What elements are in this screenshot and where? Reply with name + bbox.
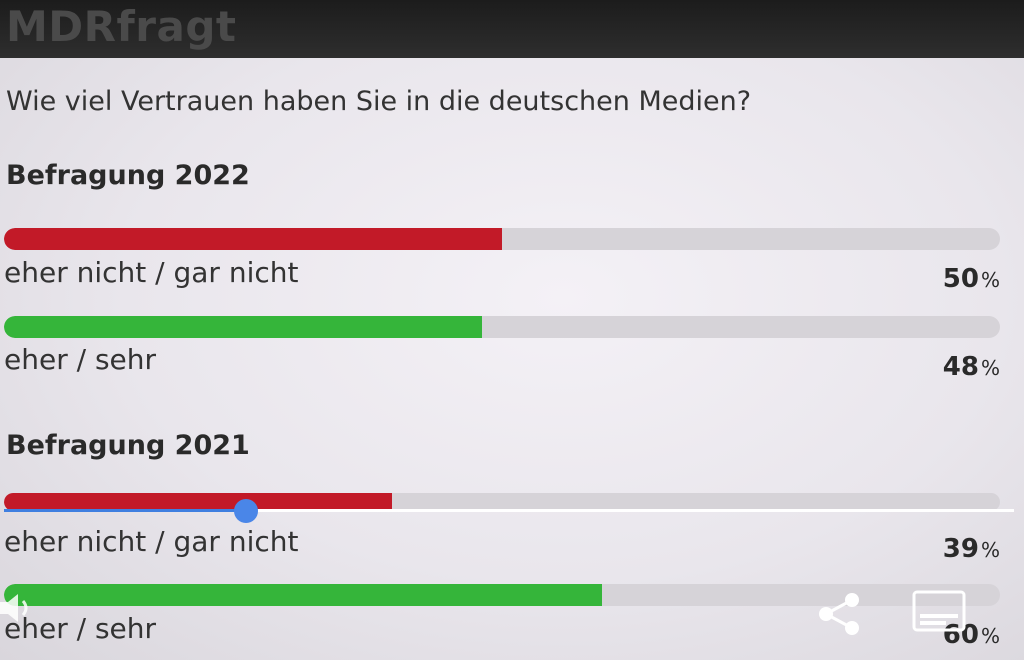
result-bar-fill xyxy=(4,316,483,338)
video-seek-progress xyxy=(4,509,247,512)
result-bar-track xyxy=(4,584,1000,606)
result-bar-track xyxy=(4,316,1000,338)
result-bar-fill xyxy=(4,493,393,511)
result-label: eher / sehr xyxy=(4,612,157,645)
result-bar-fill xyxy=(4,584,602,606)
video-seek-handle[interactable] xyxy=(234,499,259,523)
video-seek-bar[interactable] xyxy=(4,509,1014,512)
poll-question: Wie viel Vertrauen haben Sie in die deut… xyxy=(6,86,752,117)
result-label: eher nicht / gar nicht xyxy=(4,256,299,289)
share-icon[interactable] xyxy=(816,590,864,642)
captions-icon[interactable] xyxy=(912,590,966,636)
result-percentage: 50% xyxy=(942,264,1000,294)
poll-title-2021: Befragung 2021 xyxy=(6,430,250,461)
header-bar: MDRfragt xyxy=(0,0,1024,58)
result-percentage: 39% xyxy=(942,534,1000,564)
result-bar-track xyxy=(4,228,1000,250)
result-percentage: 48% xyxy=(942,352,1000,382)
result-label: eher / sehr xyxy=(4,343,157,376)
poll-title-2022: Befragung 2022 xyxy=(6,160,250,191)
result-label: eher nicht / gar nicht xyxy=(4,525,299,558)
brand-title: MDRfragt xyxy=(6,2,237,51)
volume-icon[interactable] xyxy=(0,590,34,630)
result-percentage: 60% xyxy=(942,620,1000,650)
result-bar-fill xyxy=(4,228,502,250)
